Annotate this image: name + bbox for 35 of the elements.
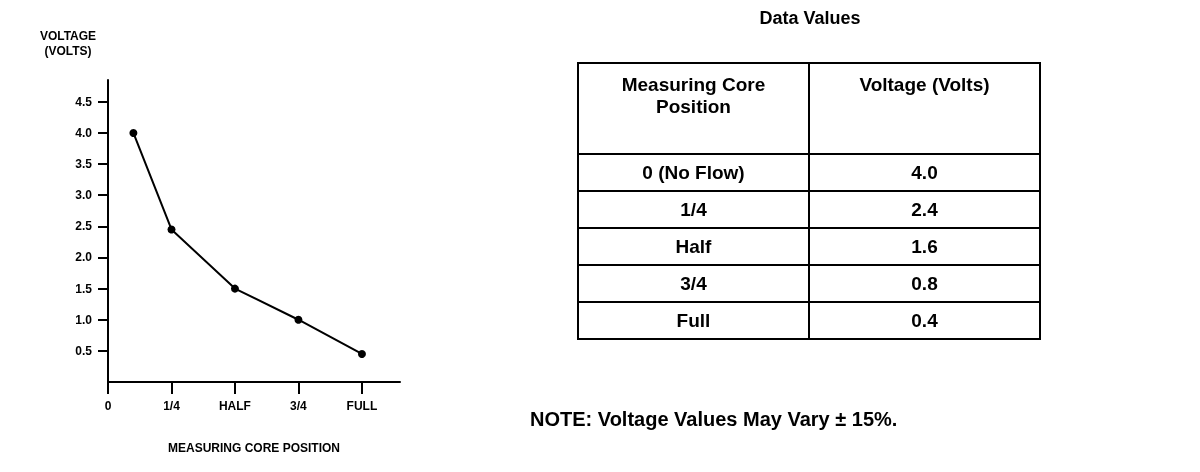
- data-label: 1.6: [809, 228, 1040, 265]
- category-label: Full: [578, 302, 809, 339]
- y-tick-label: 3.5: [75, 157, 93, 172]
- y-tick-label: 4.5: [75, 94, 93, 109]
- y-tick-label: 1.0: [75, 312, 93, 327]
- text: NOTE: Voltage Values May Vary ± 15%.: [530, 408, 898, 431]
- text: Data Values: [758, 8, 862, 29]
- data-label: 0.8: [809, 265, 1040, 302]
- y-tick-label: 3.0: [75, 188, 93, 203]
- point: [129, 128, 138, 137]
- point: [230, 284, 239, 293]
- category-label: 3/4: [578, 265, 809, 302]
- x-tick-label: 1/4: [163, 399, 181, 413]
- data-label: 4.0: [809, 154, 1040, 191]
- data-label: 2.4: [809, 191, 1040, 228]
- y-axis-title: VOLTAGE (VOLTS): [39, 28, 97, 58]
- point: [294, 315, 303, 324]
- point: [167, 225, 176, 234]
- category-label: 1/4: [578, 191, 809, 228]
- x-tick-label: FULL: [346, 399, 378, 413]
- category-label: Half: [578, 228, 809, 265]
- text: Measuring Core Position: [578, 63, 809, 154]
- text: Voltage (Volts): [809, 63, 1040, 154]
- x-tick-label: 0: [104, 399, 112, 413]
- category-label: 0 (No Flow): [578, 154, 809, 191]
- x-axis-title: MEASURING CORE POSITION: [167, 441, 341, 455]
- y-tick-label: 2.5: [75, 219, 93, 234]
- y-tick-label: 1.5: [75, 281, 93, 296]
- data-label: 0.4: [809, 302, 1040, 339]
- x-tick-label: 3/4: [290, 399, 308, 413]
- x-tick-label: HALF: [218, 399, 251, 413]
- y-tick-label: 2.0: [75, 250, 93, 265]
- point: [357, 349, 366, 358]
- y-tick-label: 4.0: [75, 125, 93, 140]
- y-tick-label: 0.5: [75, 343, 93, 358]
